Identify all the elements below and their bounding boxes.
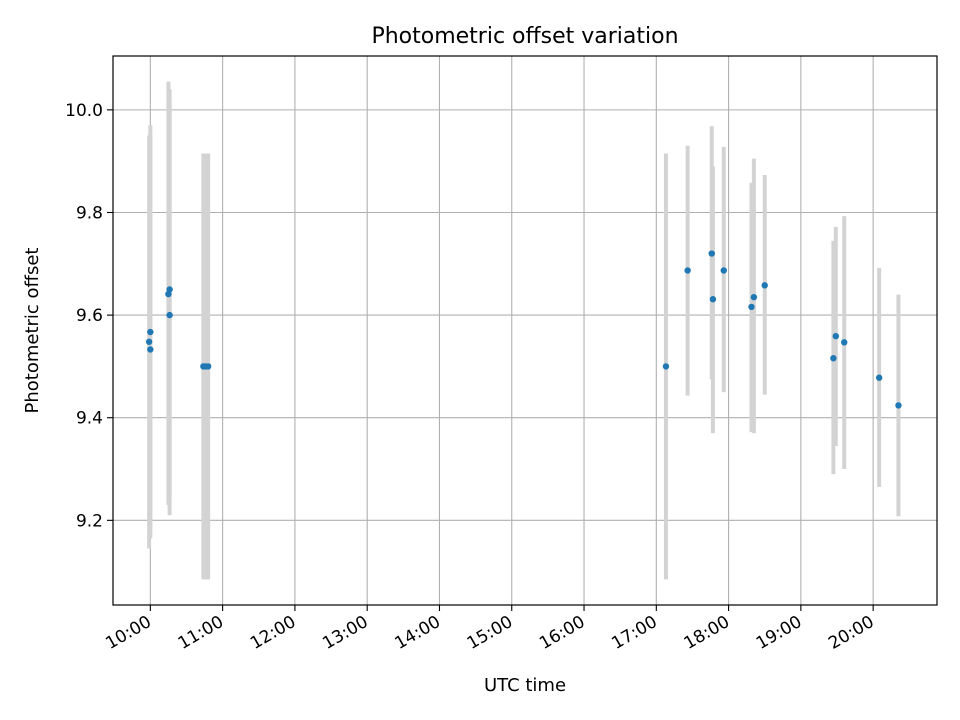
- y-tick-label: 9.2: [76, 511, 103, 531]
- grid-lines: [113, 56, 937, 605]
- data-point: [204, 363, 212, 370]
- plot-area: [113, 56, 937, 605]
- data-point: [875, 374, 883, 381]
- y-tick-label: 10.0: [65, 101, 103, 121]
- data-point: [708, 250, 715, 257]
- y-axis-label: Photometric offset: [22, 248, 43, 414]
- y-tick-label: 9.6: [76, 306, 103, 326]
- data-point: [841, 339, 848, 346]
- data-point: [709, 296, 717, 303]
- x-axis-label: UTC time: [484, 675, 566, 696]
- data-point: [147, 328, 154, 336]
- data-point: [684, 267, 691, 274]
- data-point: [761, 282, 768, 289]
- data-point: [720, 267, 727, 274]
- plot-frame: [112, 55, 938, 606]
- data-point: [166, 311, 173, 319]
- data-point: [832, 332, 840, 340]
- y-tick-label: 9.8: [76, 203, 103, 223]
- data-point: [145, 338, 153, 345]
- data-point: [750, 293, 758, 301]
- data-point: [147, 346, 154, 353]
- data-points: [145, 250, 902, 409]
- chart-title: Photometric offset variation: [371, 24, 678, 49]
- y-tick-label: 9.4: [76, 409, 103, 429]
- data-point: [895, 402, 902, 409]
- data-point: [662, 363, 670, 370]
- data-point: [830, 355, 837, 362]
- data-point: [748, 303, 755, 311]
- data-point: [166, 286, 173, 293]
